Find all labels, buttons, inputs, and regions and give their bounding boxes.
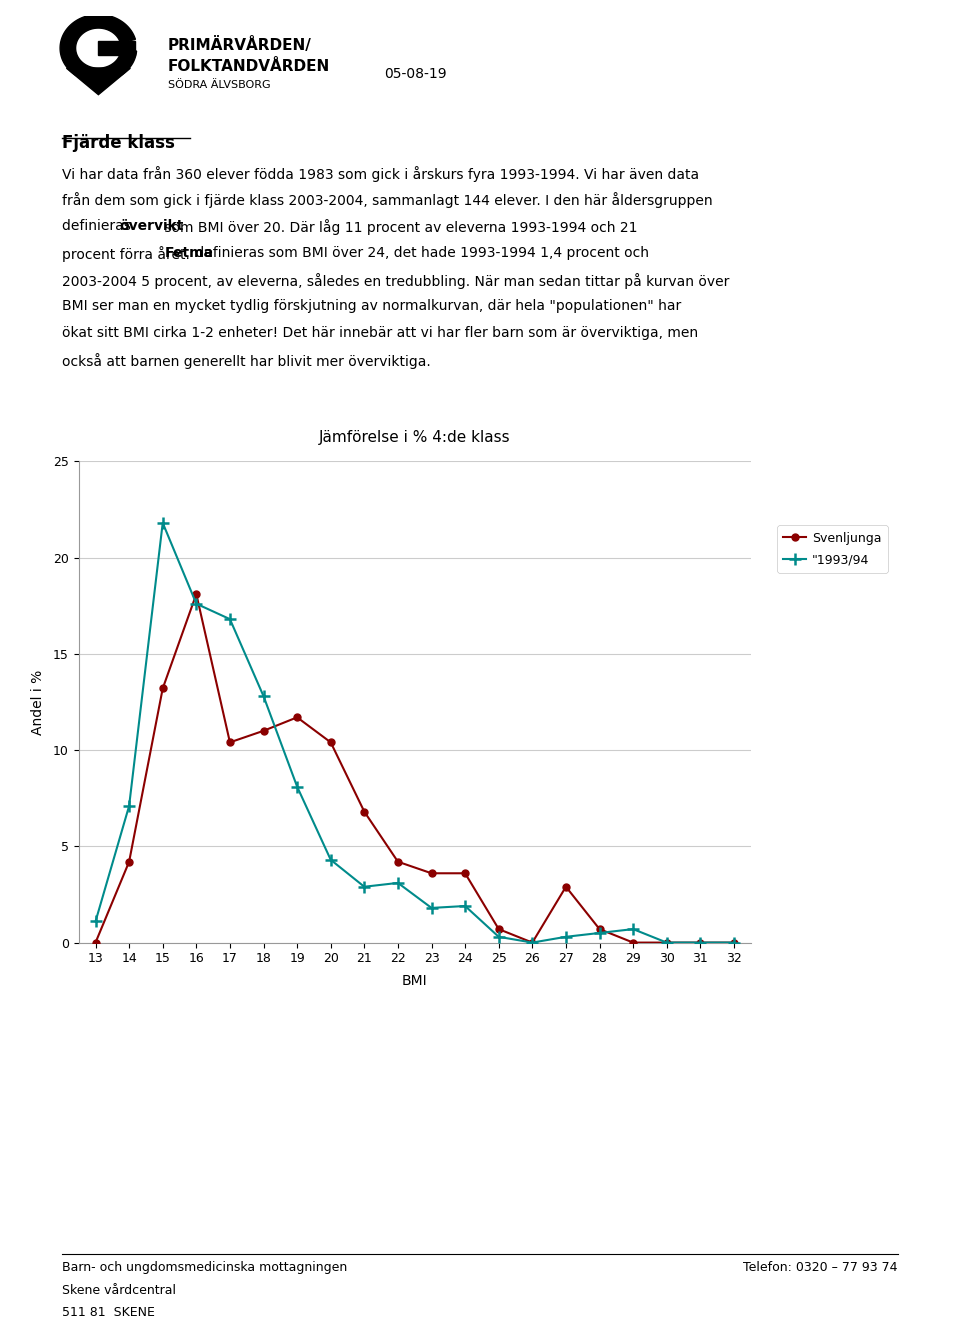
Legend: Svenljunga, "1993/94: Svenljunga, "1993/94 [778,525,888,572]
Text: FOLKTANDVÅRDEN: FOLKTANDVÅRDEN [168,59,330,74]
Text: procent förra året.: procent förra året. [62,246,195,262]
Text: Skene vårdcentral: Skene vårdcentral [62,1284,177,1297]
Title: Jämförelse i % 4:de klass: Jämförelse i % 4:de klass [319,429,511,445]
Text: Telefon: 0320 – 77 93 74: Telefon: 0320 – 77 93 74 [743,1261,898,1274]
Text: Vi har data från 360 elever födda 1983 som gick i årskurs fyra 1993-1994. Vi har: Vi har data från 360 elever födda 1983 s… [62,166,700,182]
Text: PRIMÄRVÅRDEN/: PRIMÄRVÅRDEN/ [168,37,312,53]
Text: också att barnen generellt har blivit mer överviktiga.: också att barnen generellt har blivit me… [62,353,431,369]
Text: 511 81  SKENE: 511 81 SKENE [62,1306,156,1320]
Polygon shape [66,68,131,95]
Polygon shape [60,15,136,82]
Polygon shape [99,41,134,55]
Text: 05-08-19: 05-08-19 [384,67,446,80]
Text: 2003-2004 5 procent, av eleverna, således en tredubbling. När man sedan tittar p: 2003-2004 5 procent, av eleverna, sålede… [62,273,730,289]
Text: Fjärde klass: Fjärde klass [62,134,176,151]
Text: BMI ser man en mycket tydlig förskjutning av normalkurvan, där hela "populatione: BMI ser man en mycket tydlig förskjutnin… [62,299,682,313]
X-axis label: BMI: BMI [402,973,427,988]
Text: som BMI över 20. Där låg 11 procent av eleverna 1993-1994 och 21: som BMI över 20. Där låg 11 procent av e… [160,219,637,235]
Text: ökat sitt BMI cirka 1-2 enheter! Det här innebär att vi har fler barn som är öve: ökat sitt BMI cirka 1-2 enheter! Det här… [62,326,699,340]
Text: från dem som gick i fjärde klass 2003-2004, sammanlagt 144 elever. I den här åld: från dem som gick i fjärde klass 2003-20… [62,193,713,209]
Y-axis label: Andel i %: Andel i % [31,670,45,734]
Text: Fetma: Fetma [165,246,214,259]
Text: SÖDRA ÄLVSBORG: SÖDRA ÄLVSBORG [168,80,271,90]
Text: Barn- och ungdomsmedicinska mottagningen: Barn- och ungdomsmedicinska mottagningen [62,1261,348,1274]
Text: definieras som BMI över 24, det hade 1993-1994 1,4 procent och: definieras som BMI över 24, det hade 199… [191,246,649,259]
Text: definieras: definieras [62,219,135,233]
Text: övervikt: övervikt [119,219,183,233]
